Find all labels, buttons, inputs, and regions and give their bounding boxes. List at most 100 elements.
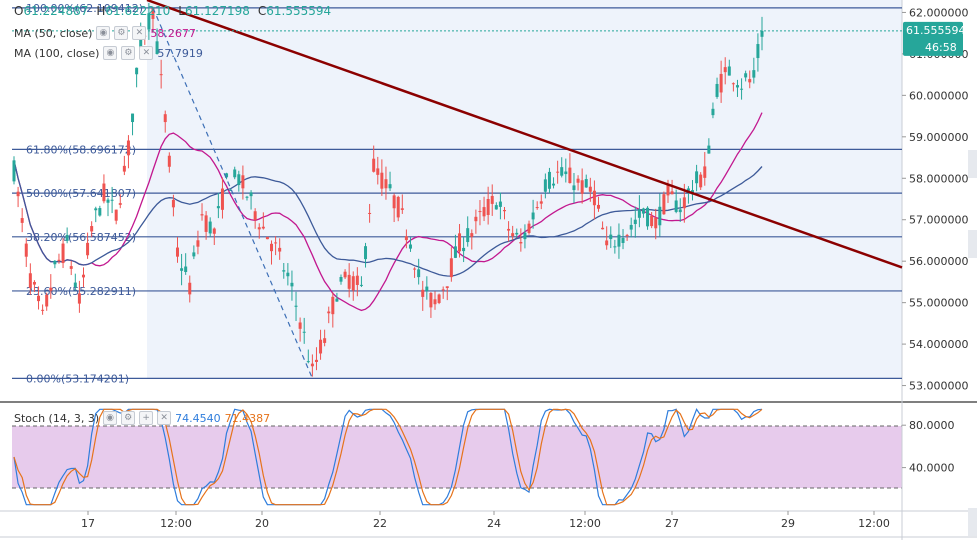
candle-body — [564, 171, 568, 175]
candle-body — [453, 246, 457, 258]
ma100-value: 57.7919 — [157, 46, 203, 60]
candle-down — [519, 228, 523, 252]
stoch-legend[interactable]: Stoch (14, 3, 3) ◉ ⚙ + ✕ 74.4540 71.4387 — [14, 411, 270, 425]
candle-down — [748, 70, 752, 89]
candle-down — [605, 226, 609, 250]
candle-up — [727, 59, 731, 76]
eye-icon[interactable]: ◉ — [103, 46, 118, 60]
candle-down — [24, 238, 28, 267]
settings-icon[interactable]: ⚙ — [121, 411, 136, 425]
candle-down — [601, 221, 605, 230]
trendline[interactable] — [146, 0, 903, 269]
candle-body — [727, 66, 731, 76]
eye-icon[interactable]: ◉ — [103, 411, 118, 425]
candle-down — [253, 208, 257, 229]
right-panel-tab[interactable] — [968, 230, 977, 258]
candle-down — [445, 286, 449, 301]
candle-body — [184, 266, 188, 272]
candle-up — [686, 186, 690, 204]
candle-down — [502, 207, 506, 220]
ma50-legend[interactable]: MA (50, close) ◉ ⚙ ✕ 58.2677 — [14, 26, 196, 40]
candle-down — [458, 224, 462, 258]
candle-body — [650, 215, 654, 227]
candle-body — [625, 234, 629, 236]
candle-up — [498, 192, 502, 220]
candle-body — [413, 268, 417, 270]
high-label: H — [96, 4, 106, 18]
x-tick-label: 24 — [487, 517, 501, 530]
candle-body — [261, 226, 265, 229]
time-axis[interactable]: 17 12:00 20 22 24 12:00 27 29 12:00 — [81, 511, 890, 530]
candle-body — [740, 88, 744, 90]
candlesticks — [12, 3, 764, 377]
ma100-legend[interactable]: MA (100, close) ◉ ⚙ ✕ 57.7919 — [14, 46, 203, 60]
add-icon[interactable]: + — [139, 411, 154, 425]
fibonacci-zone — [147, 0, 902, 378]
candle-body — [417, 269, 421, 278]
price-axis[interactable]: 62.00000061.00000060.00000059.00000058.0… — [902, 6, 969, 393]
candle-up — [237, 170, 241, 192]
right-panel-tab[interactable] — [968, 150, 977, 178]
candle-body — [711, 108, 715, 116]
candle-body — [323, 338, 327, 343]
candle-down — [265, 236, 269, 240]
candle-up — [216, 192, 220, 219]
candle-body — [257, 227, 261, 230]
candle-body — [486, 198, 490, 215]
right-panel-tab[interactable] — [968, 508, 977, 536]
candle-up — [646, 206, 650, 230]
candle-down — [61, 238, 65, 269]
candle-down — [723, 57, 727, 85]
candle-body — [376, 168, 380, 175]
candle-body — [404, 236, 408, 241]
candle-body — [286, 272, 290, 277]
candle-body — [359, 284, 363, 286]
eye-icon[interactable]: ◉ — [96, 26, 111, 40]
candle-body — [531, 212, 535, 220]
candle-down — [556, 160, 560, 184]
candle-body — [106, 199, 110, 203]
candle-body — [200, 214, 204, 216]
stochastic-lines — [13, 408, 763, 506]
close-icon[interactable]: ✕ — [139, 46, 154, 60]
candle-up — [335, 292, 339, 302]
candle-up — [707, 138, 711, 154]
candle-up — [147, 3, 151, 40]
settings-icon[interactable]: ⚙ — [121, 46, 136, 60]
candle-body — [437, 294, 441, 303]
candle-up — [73, 273, 77, 291]
candle-down — [372, 145, 376, 173]
candle-up — [584, 174, 588, 188]
candle-down — [527, 220, 531, 235]
fibonacci-retracement-diagonal[interactable] — [152, 7, 313, 379]
candle-down — [396, 195, 400, 222]
candle-body — [703, 166, 707, 178]
bar-countdown: 46:58 — [925, 41, 957, 54]
candle-body — [16, 191, 20, 197]
ma100-label: MA (100, close) — [14, 46, 100, 60]
candle-body — [171, 199, 175, 208]
settings-icon[interactable]: ⚙ — [114, 26, 129, 40]
close-icon[interactable]: ✕ — [132, 26, 147, 40]
candle-down — [351, 271, 355, 301]
candle-body — [396, 196, 400, 218]
candle-up — [572, 172, 576, 204]
candle-down — [699, 172, 703, 191]
candle-down — [151, 6, 155, 33]
candle-body — [682, 197, 686, 209]
candle-up — [752, 57, 756, 84]
candle-up — [735, 79, 739, 97]
candle-body — [543, 179, 547, 192]
candle-body — [584, 179, 588, 188]
stoch-axis[interactable]: 80.0000 40.0000 — [902, 419, 955, 475]
candle-body — [539, 201, 543, 204]
candle-down — [331, 292, 335, 328]
candle-up — [94, 206, 98, 223]
ma100-line[interactable] — [13, 160, 763, 277]
candle-down — [28, 263, 32, 295]
candle-body — [347, 274, 351, 289]
close-icon[interactable]: ✕ — [157, 411, 172, 425]
ma50-line[interactable] — [13, 112, 763, 312]
stoch-d-line — [13, 408, 763, 506]
